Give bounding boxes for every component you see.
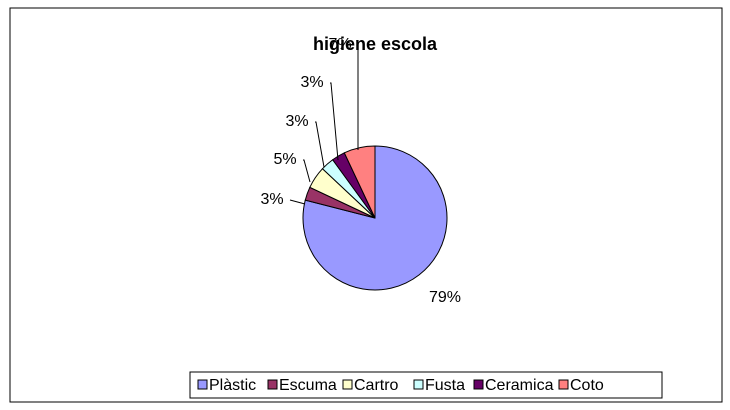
pie-slice [343, 145, 376, 219]
data-label: 7% [328, 36, 351, 53]
data-label: 5% [273, 151, 296, 168]
leader-line [289, 199, 306, 205]
legend-label: Fusta [425, 377, 465, 394]
legend-swatch [558, 379, 569, 390]
legend-label: Coto [570, 377, 604, 394]
legend-swatch [413, 379, 424, 390]
data-label: 3% [260, 191, 283, 208]
legend-label: Cartro [354, 377, 399, 394]
legend-swatch [342, 379, 353, 390]
legend-swatch [197, 379, 208, 390]
legend-swatch [267, 379, 278, 390]
data-label: 79% [429, 289, 461, 306]
legend-label: Ceramica [485, 377, 554, 394]
legend-label: Plàstic [209, 377, 256, 394]
leader-line [303, 159, 311, 183]
data-label: 3% [285, 113, 308, 130]
legend-swatch [473, 379, 484, 390]
chart-title: higiene escola [313, 34, 438, 54]
leader-line [330, 82, 339, 161]
leader-line [315, 121, 325, 168]
legend-label: Escuma [279, 377, 337, 394]
data-label: 3% [300, 74, 323, 91]
